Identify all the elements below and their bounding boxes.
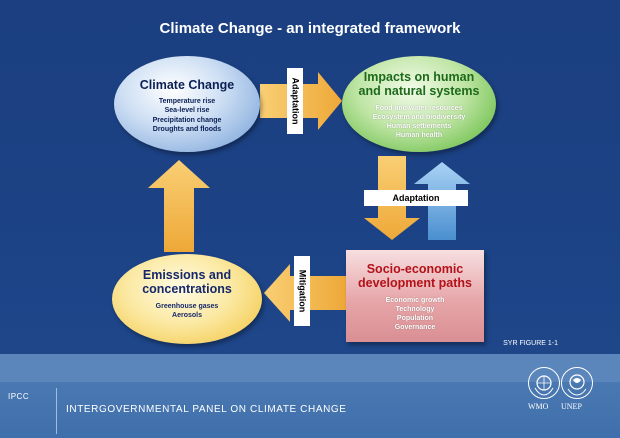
arrow-emissions-to-climate [148,160,210,252]
node-socio-title-line1: Socio-economic [366,262,464,276]
label-adaptation-top-text: Adaptation [290,77,300,125]
list-item: Droughts and floods [152,125,222,133]
list-item: Sea-level rise [164,107,210,115]
node-emissions: Emissions and concentrations Greenhouse … [112,254,262,344]
list-item: Greenhouse gases [155,302,219,310]
node-climate-change-items: Temperature rise Sea-level rise Precipit… [114,97,260,133]
node-impacts-title-line2: and natural systems [358,84,480,99]
list-item: Temperature rise [158,98,216,106]
arrow-layer [148,72,470,322]
list-item: Human health [395,132,443,140]
list-item: Economic growth [385,296,445,304]
node-impacts-title: Impacts on human and natural systems [342,70,496,99]
node-socio-economic: Socio-economic development paths Economi… [346,250,484,342]
node-emissions-title-line2: concentrations [142,282,232,297]
footer-divider [56,388,57,434]
panel-name: INTERGOVERNMENTAL PANEL ON CLIMATE CHANG… [66,404,347,415]
unep-logo-icon [561,367,593,399]
list-item: Food and water resources [375,104,463,112]
list-item: Technology [395,305,435,313]
node-impacts-items: Food and water resources Ecosystem and b… [342,104,496,140]
node-emissions-title-line1: Emissions and [142,268,232,282]
wmo-logo-icon [528,367,560,399]
list-item: Precipitation change [152,116,222,124]
list-item: Population [396,314,434,322]
node-climate-change-title: Climate Change [139,78,235,92]
list-item: Aerosols [172,311,202,319]
unep-label: UNEP [561,402,582,411]
label-mitigation-text: Mitigation [297,269,307,313]
node-emissions-title: Emissions and concentrations [112,268,262,297]
node-climate-change: Climate Change Temperature rise Sea-leve… [114,56,260,152]
diagram-title: Climate Change - an integrated framework [159,20,461,37]
list-item: Ecosystem and biodiversity [372,113,466,121]
node-impacts: Impacts on human and natural systems Foo… [342,56,496,152]
node-socio-title-line2: development paths [358,276,472,291]
list-item: Human settlements [386,122,452,130]
node-socio-economic-title: Socio-economic development paths [346,262,484,291]
wmo-label: WMO [528,402,549,411]
footer: IPCC [0,354,620,438]
label-adaptation-top: Adaptation [287,68,303,134]
ipcc-label: IPCC [8,392,30,401]
node-socio-economic-items: Economic growth Technology Population Go… [346,296,484,332]
footer-band [0,354,620,382]
label-mitigation: Mitigation [294,256,310,326]
list-item: Governance [394,324,436,332]
node-impacts-title-line1: Impacts on human [363,70,475,84]
figure-reference: SYR FIGURE 1-1 [503,340,558,347]
diagram-area: Climate Change - an integrated framework [0,0,620,354]
node-emissions-items: Greenhouse gases Aerosols [112,302,262,320]
label-adaptation-middle: Adaptation [364,190,468,206]
